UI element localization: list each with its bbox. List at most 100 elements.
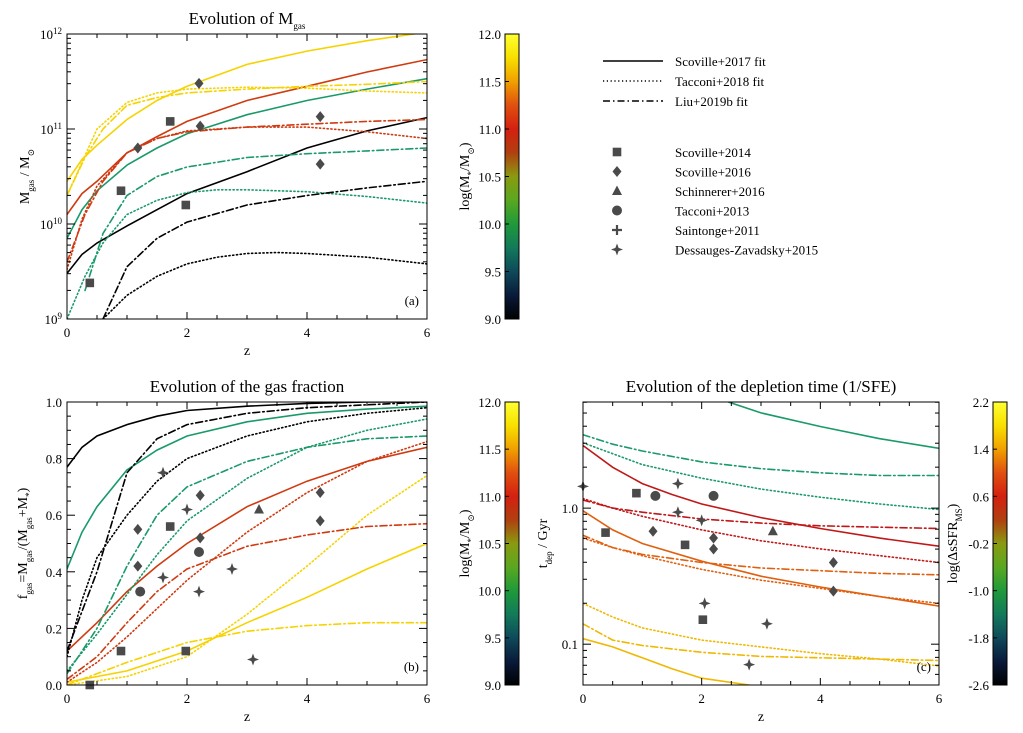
series-line-dot-1 [583, 497, 939, 564]
series-line-dot-0 [67, 406, 427, 658]
plot-frame [582, 401, 940, 686]
x-tick-label: 2 [184, 691, 191, 706]
point-diamond [195, 489, 205, 501]
y-axis-label: Mgas / M⊙ [18, 149, 36, 204]
legend-label: Liu+2019b fit [675, 94, 748, 109]
colorbar-tick-label: 10.0 [478, 584, 501, 599]
x-axis-label: z [244, 710, 250, 725]
series-line-solid-3 [583, 637, 750, 685]
colorbar-tick-label: 1.4 [973, 442, 990, 457]
point-star4 [157, 466, 169, 479]
colorbar-tick-label: 10.0 [478, 217, 501, 232]
colorbar: 9.0 9.5 10.0 10.5 11.0 11.5 12.0 log(M*/M⊙) [458, 395, 520, 693]
series-line-dot-3 [583, 602, 939, 667]
x-tick-label: 4 [304, 325, 311, 340]
series-line-solid-3 [67, 34, 420, 183]
plot-frame [66, 401, 428, 686]
colorbar-tick-label: 9.0 [485, 678, 501, 693]
y-tick-label: 0.1 [562, 637, 578, 652]
y-tick-label: 0.8 [46, 452, 62, 467]
point-diamond [315, 487, 325, 499]
point-circle [135, 586, 146, 597]
colorbar-tick-label: 10.5 [478, 537, 501, 552]
point-square [181, 646, 191, 656]
series-line-solid-2 [583, 510, 939, 607]
series-line-dot-1 [67, 418, 427, 672]
y-tick-label: 0.4 [46, 565, 63, 580]
panel-a-gas-mass: Evolution of Mgas 0 2 4 6 z 109 1010 1011 1012 Mga… [18, 9, 520, 359]
colorbar-tick-label: 9.0 [485, 312, 501, 327]
colorbar-tick-label: -0.2 [968, 537, 989, 552]
point-square [165, 522, 175, 531]
point-triangle [767, 525, 778, 536]
axis-ticks [582, 401, 940, 685]
legend-marker-plus [612, 225, 622, 235]
series-line-dashdot-0 [102, 180, 427, 319]
x-axis-label: z [244, 344, 250, 359]
point-diamond [828, 585, 838, 597]
x-tick-label: 6 [936, 691, 943, 706]
point-circle [650, 490, 661, 501]
panel-title: Evolution of Mgas [189, 9, 306, 31]
point-square [181, 200, 191, 210]
plot-frame [66, 33, 428, 320]
x-tick-label: 4 [304, 691, 311, 706]
series-line-solid-2 [67, 58, 427, 216]
series-lines [67, 402, 427, 685]
series-line-dot-2 [67, 126, 427, 271]
point-square [85, 278, 95, 288]
point-diamond [709, 532, 719, 544]
panel-c-depletion-time: Evolution of the depletion time (1/SFE) 0… [536, 377, 1008, 725]
series-line-solid-1 [67, 405, 427, 570]
point-square [116, 646, 126, 656]
series-line-dot-0 [583, 442, 939, 511]
colorbar-tick-label: 9.5 [485, 265, 501, 280]
colorbar-tick-label: 11.0 [479, 489, 501, 504]
x-tick-label: 6 [424, 691, 431, 706]
series-lines [67, 34, 427, 319]
colorbar-label: log(M*/M⊙) [458, 509, 476, 577]
panel-b-gas-fraction: Evolution of the gas fraction 0 2 4 6 z 0.0 0.2… [16, 377, 520, 725]
axis-ticks [66, 401, 428, 686]
point-diamond [195, 120, 205, 132]
point-star4 [760, 617, 773, 630]
series-line-dot-2 [583, 537, 939, 605]
colorbar: -2.6 -1.8 -1.0 -0.2 0.6 1.4 2.2 log(ΔsSFRMS) [946, 395, 1008, 693]
data-points [85, 466, 325, 690]
x-tick-label: 0 [64, 691, 71, 706]
data-points [85, 77, 325, 288]
colorbar-tick-label: 9.5 [485, 631, 501, 646]
panel-label: (a) [405, 293, 419, 308]
colorbar-tick-label: 12.0 [478, 395, 501, 410]
panel-label: (c) [917, 659, 931, 674]
point-diamond [828, 557, 838, 569]
point-triangle [254, 504, 264, 514]
point-star4 [247, 653, 259, 666]
colorbar-label: log(M*/M⊙) [458, 142, 476, 210]
point-diamond [315, 158, 325, 170]
series-line-dashdot-2 [583, 534, 939, 576]
x-tick-label: 0 [580, 691, 587, 706]
point-diamond [133, 560, 143, 572]
y-tick-label: 0.6 [46, 508, 63, 523]
y-tick-label: 0.2 [46, 621, 62, 636]
legend-marker-circle [612, 205, 622, 216]
legend-marker-star4 [611, 243, 623, 256]
legend-label: Saintonge+2011 [675, 223, 760, 238]
series-line-dot-3 [67, 474, 427, 685]
series-line-dashdot-1 [583, 499, 939, 530]
legend-marker-diamond [612, 166, 622, 177]
colorbar-tick-label: 10.5 [478, 170, 501, 185]
y-tick-label: 0.0 [46, 678, 62, 693]
series-line-dashdot-1 [84, 147, 427, 292]
point-diamond [315, 515, 325, 527]
series-line-dashdot-3 [67, 621, 427, 685]
panel-title: Evolution of the gas fraction [150, 377, 345, 396]
colorbar-tick-label: 12.0 [478, 27, 501, 42]
point-diamond [133, 142, 143, 154]
legend-label: Tacconi+2018 fit [675, 74, 764, 89]
series-line-solid-0 [67, 116, 427, 275]
point-diamond [195, 532, 205, 544]
point-star4 [226, 562, 238, 575]
